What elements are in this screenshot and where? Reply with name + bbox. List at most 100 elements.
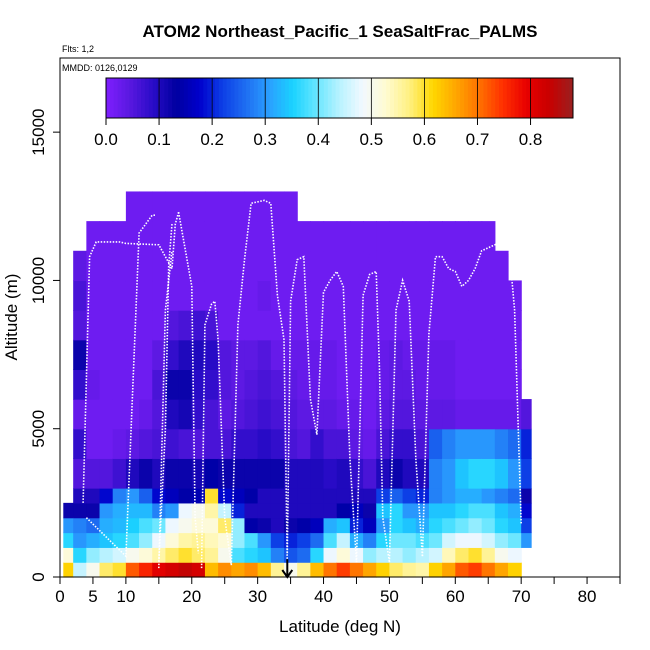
heatmap-cell <box>218 517 232 534</box>
heatmap-cell <box>165 191 180 222</box>
heatmap-cell <box>508 280 522 311</box>
heatmap-cell <box>257 547 272 563</box>
heatmap-cell <box>270 369 285 400</box>
heatmap-cell <box>284 399 298 430</box>
colorbar-swatch <box>168 78 173 118</box>
heatmap-cell <box>139 488 153 504</box>
heatmap-cell <box>125 532 140 548</box>
flight-track <box>200 299 233 569</box>
heatmap-cell <box>297 488 311 504</box>
heatmap-cell <box>428 399 443 430</box>
heatmap-cell <box>468 517 483 534</box>
heatmap-cell <box>165 339 180 370</box>
heatmap-cell <box>428 221 443 252</box>
x-tick-label: 10 <box>116 587 135 606</box>
heatmap-cell <box>112 428 127 459</box>
colorbar-swatch <box>323 78 329 118</box>
heatmap-cell <box>231 547 246 563</box>
heatmap-cell <box>494 399 509 430</box>
heatmap-cell <box>468 458 483 489</box>
heatmap-cell <box>86 532 101 548</box>
heatmap-cell <box>297 562 311 578</box>
heatmap-cell <box>508 562 522 578</box>
colorbar-swatch <box>534 78 539 118</box>
colorbar-swatch <box>436 78 442 118</box>
flight-track <box>388 277 424 563</box>
heatmap-cell <box>349 502 364 519</box>
heatmap-cell <box>310 532 325 548</box>
heatmap-cell <box>63 502 74 519</box>
heatmap-cell <box>73 250 87 282</box>
heatmap-cell <box>191 502 206 519</box>
heatmap-cell <box>310 250 325 282</box>
heatmap-cell <box>376 562 391 578</box>
heatmap-cell <box>508 339 522 370</box>
heatmap-cell <box>468 221 483 252</box>
colorbar-swatch <box>401 78 407 118</box>
heatmap-cell <box>310 339 325 370</box>
heatmap-cell <box>86 562 101 578</box>
heatmap-cell <box>508 369 522 400</box>
heatmap-cell <box>389 339 404 370</box>
heatmap-cell <box>415 458 430 489</box>
heatmap-cell <box>481 562 496 578</box>
heatmap-cell <box>204 221 219 252</box>
heatmap-cell <box>73 562 87 578</box>
heatmap-cell <box>389 280 404 311</box>
heatmap-cell <box>455 488 470 504</box>
heatmap-cell <box>442 532 456 548</box>
heatmap-cell <box>257 399 272 430</box>
heatmap-cell <box>336 369 351 400</box>
colorbar-swatch <box>444 78 449 118</box>
heatmap-cell <box>152 221 167 252</box>
heatmap-cell <box>468 399 483 430</box>
heatmap-cell <box>402 280 417 311</box>
heatmap-cell <box>204 562 219 578</box>
heatmap-cell <box>191 191 206 222</box>
heatmap-cell <box>139 310 153 341</box>
colorbar-swatch <box>510 78 516 118</box>
colorbar-swatch <box>417 78 422 118</box>
heatmap-cell <box>442 488 456 504</box>
heatmap-cell <box>455 458 470 489</box>
heatmap-cell <box>112 562 127 578</box>
heatmap-cell <box>297 502 311 519</box>
heatmap-cell <box>178 339 193 370</box>
heatmap-cell <box>349 280 364 311</box>
heatmap-cell <box>442 369 456 400</box>
heatmap-cell <box>112 280 127 311</box>
colorbar-swatch <box>362 78 368 118</box>
heatmap-cell <box>323 547 338 563</box>
colorbar-swatch <box>440 78 446 118</box>
heatmap-cell <box>244 250 259 282</box>
heatmap-cell <box>363 399 377 430</box>
heatmap-cell <box>494 428 509 459</box>
colorbar-swatch <box>183 78 189 118</box>
heatmap-cell <box>376 532 391 548</box>
heatmap-cell <box>257 488 272 504</box>
heatmap-cell <box>455 339 470 370</box>
heatmap-cell <box>139 458 153 489</box>
heatmap-cell <box>336 547 351 563</box>
heatmap-cell <box>270 517 285 534</box>
heatmap-cell <box>336 428 351 459</box>
flight-track <box>158 224 173 563</box>
heatmap-cell <box>257 517 272 534</box>
heatmap-cell <box>402 250 417 282</box>
flights-label: Flts: 1,2 <box>62 44 94 54</box>
heatmap-cell <box>231 310 246 341</box>
heatmap-cell <box>139 399 153 430</box>
heatmap-cell <box>428 517 443 534</box>
heatmap-cell <box>376 221 391 252</box>
heatmap-cell <box>139 562 153 578</box>
x-tick-label: 30 <box>248 587 267 606</box>
colorbar-swatch <box>545 78 551 118</box>
heatmap-cell <box>428 369 443 400</box>
heatmap-cell <box>152 310 167 341</box>
heatmap-cell <box>204 488 219 504</box>
colorbar-swatch <box>106 78 111 118</box>
heatmap-cell <box>455 221 470 252</box>
heatmap-cell <box>218 280 232 311</box>
colorbar-swatch <box>452 78 457 118</box>
heatmap-cell <box>191 280 206 311</box>
